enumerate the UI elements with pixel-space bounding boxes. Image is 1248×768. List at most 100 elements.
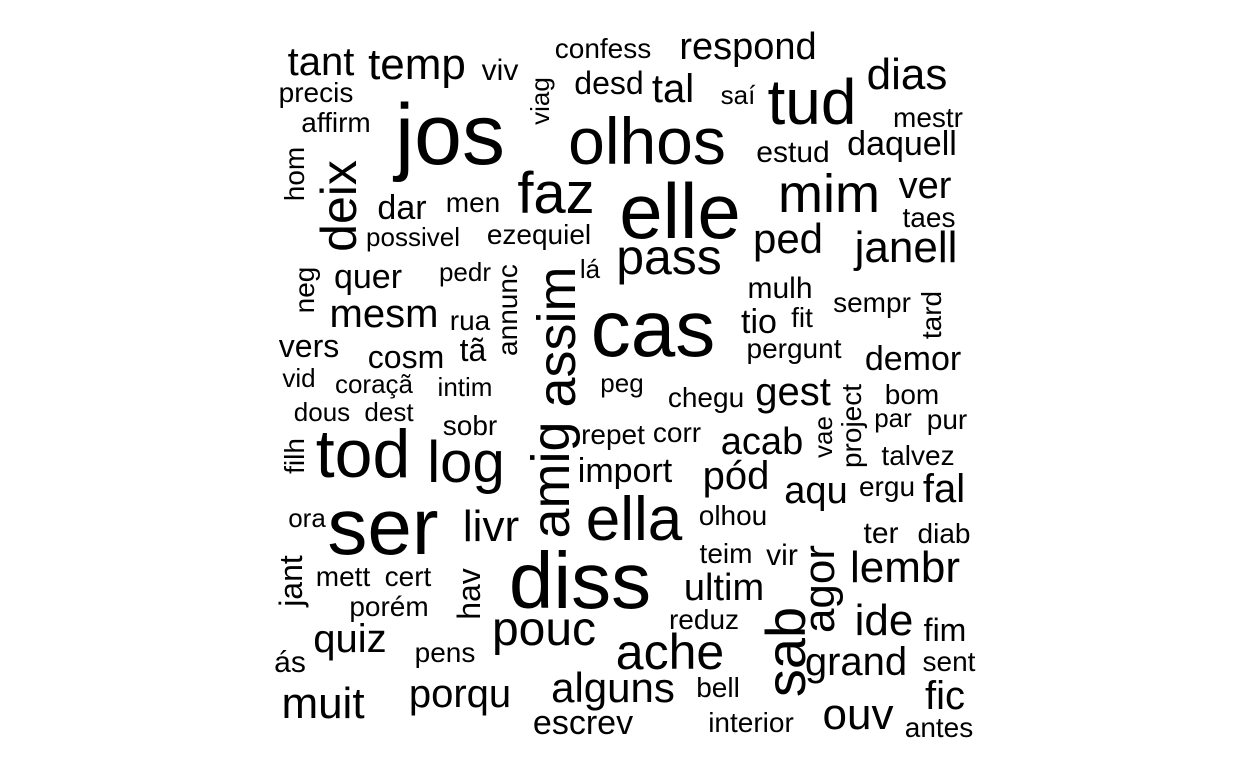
cloud-word: ás (274, 646, 306, 679)
cloud-word: fit (791, 302, 813, 333)
cloud-word: porém (349, 591, 429, 622)
cloud-word: tã (459, 332, 487, 368)
cloud-word: daquell (847, 125, 957, 163)
cloud-word: vae (808, 416, 838, 458)
cloud-word: muit (281, 679, 365, 728)
cloud-word: talvez (881, 440, 955, 471)
cloud-word: ella (585, 485, 683, 554)
cloud-word: fim (923, 612, 967, 648)
cloud-word: faz (517, 161, 595, 226)
cloud-word: tal (651, 67, 695, 111)
cloud-word: confess (554, 33, 652, 64)
cloud-word: agor (795, 544, 844, 634)
cloud-word: aqu (784, 470, 848, 512)
cloud-word: tod (315, 416, 411, 492)
cloud-word: respond (679, 26, 817, 68)
cloud-word: gest (755, 370, 831, 414)
cloud-word: lá (579, 254, 601, 284)
cloud-word: par (874, 403, 912, 433)
cloud-word: ergu (858, 471, 916, 502)
cloud-word: ide (854, 596, 914, 645)
cloud-word: bom (884, 379, 940, 410)
cloud-word: dest (364, 397, 414, 427)
cloud-word: interior (708, 707, 794, 738)
cloud-word: pur (926, 404, 968, 435)
cloud-word: tard (916, 290, 947, 340)
cloud-word: annunc (492, 264, 523, 356)
cloud-word: sempr (833, 287, 911, 318)
cloud-word: ter (863, 517, 899, 550)
cloud-word: porqu (408, 672, 512, 716)
cloud-word: ezequiel (486, 219, 592, 250)
cloud-word: fic (925, 674, 965, 718)
cloud-word: precis (278, 77, 354, 108)
cloud-word: ora (288, 503, 326, 533)
cloud-word: grand (804, 640, 908, 684)
cloud-word: cert (384, 561, 432, 592)
cloud-word: pouc (491, 603, 597, 656)
cloud-word: log (427, 430, 505, 495)
cloud-word: fal (922, 467, 966, 511)
cloud-word: olhou (698, 500, 768, 531)
cloud-word: pass (616, 229, 722, 285)
cloud-word: vers (278, 328, 340, 364)
cloud-word: hom (279, 146, 310, 202)
cloud-word: janell (854, 223, 958, 272)
cloud-word: sobr (442, 410, 498, 441)
cloud-word: bell (696, 672, 740, 703)
cloud-word: viv (481, 54, 519, 87)
cloud-word: alguns (551, 664, 675, 711)
cloud-word: coraçã (334, 369, 414, 399)
cloud-word: mulh (747, 272, 813, 305)
cloud-word: ouv (822, 690, 894, 739)
cloud-word: amig (521, 421, 581, 539)
cloud-word: antes (904, 712, 974, 743)
cloud-word: estud (756, 136, 830, 169)
cloud-word: hav (451, 568, 487, 620)
cloud-word: tant (287, 40, 355, 84)
cloud-word: corr (652, 417, 702, 448)
cloud-word: intim (437, 372, 493, 402)
cloud-word: sent (922, 646, 976, 677)
cloud-word: saí (720, 80, 756, 110)
cloud-word: mestr (893, 102, 963, 133)
cloud-word: pergunt (746, 333, 842, 364)
cloud-word: dous (293, 397, 351, 427)
cloud-word: olhos (568, 104, 726, 178)
cloud-word: livr (462, 502, 520, 551)
cloud-word: acab (720, 421, 804, 463)
cloud-word: pedr (438, 257, 492, 287)
cloud-word: cas (590, 284, 716, 373)
cloud-word: elle (619, 167, 741, 255)
cloud-word: dar (377, 189, 427, 227)
cloud-word: deix (311, 160, 367, 252)
cloud-word: possivel (366, 222, 460, 252)
cloud-word: desd (574, 65, 644, 101)
cloud-word: repet (581, 419, 645, 450)
cloud-word: quiz (313, 617, 387, 661)
cloud-word: ser (327, 482, 439, 571)
cloud-word: cosm (367, 339, 445, 375)
cloud-word: diss (508, 536, 652, 625)
cloud-word: peg (600, 368, 644, 398)
cloud-word: project (836, 383, 867, 469)
cloud-word: tud (767, 66, 857, 138)
cloud-word: lembr (849, 543, 961, 592)
cloud-word: vir (766, 539, 798, 572)
cloud-word: viag (525, 77, 555, 125)
cloud-word: mett (315, 561, 371, 592)
cloud-word: mim (778, 164, 880, 224)
cloud-word: assim (527, 266, 587, 408)
cloud-word: pód (702, 454, 770, 498)
cloud-word: ache (615, 624, 725, 680)
cloud-word: escrev (532, 704, 634, 742)
cloud-word: chegu (667, 382, 745, 413)
cloud-word: quer (333, 258, 403, 296)
cloud-word: neg (289, 266, 320, 314)
cloud-word: diab (917, 518, 971, 549)
cloud-word: affirm (301, 107, 371, 138)
cloud-word: jos (395, 87, 505, 183)
cloud-word: dias (866, 50, 948, 99)
cloud-word: teim (699, 538, 753, 569)
